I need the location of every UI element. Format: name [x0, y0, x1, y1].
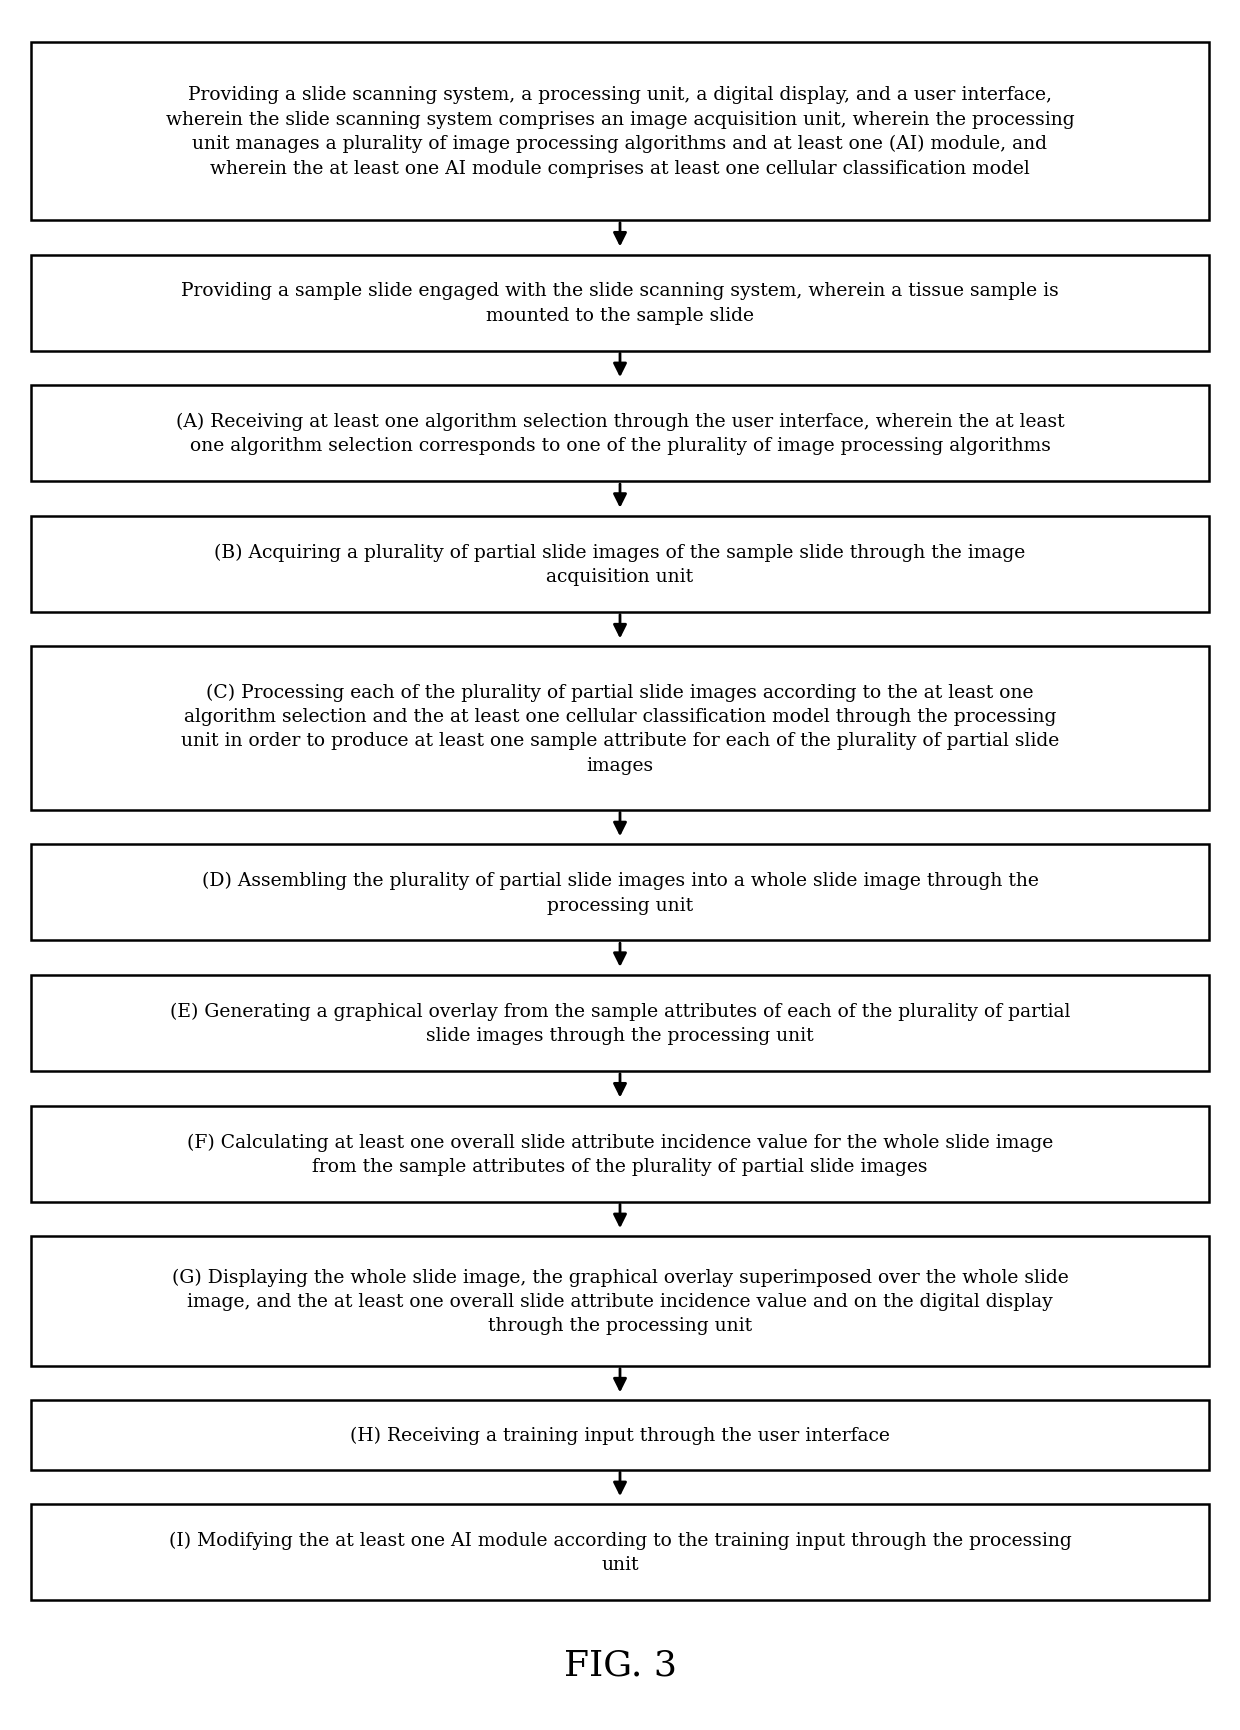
Text: (E) Generating a graphical overlay from the sample attributes of each of the plu: (E) Generating a graphical overlay from …	[170, 1002, 1070, 1045]
Text: Providing a slide scanning system, a processing unit, a digital display, and a u: Providing a slide scanning system, a pro…	[166, 86, 1074, 178]
Text: (H) Receiving a training input through the user interface: (H) Receiving a training input through t…	[350, 1426, 890, 1445]
Bar	[31, 1237, 1209, 1367]
Text: (A) Receiving at least one algorithm selection through the user interface, where: (A) Receiving at least one algorithm sel…	[176, 413, 1064, 455]
Text: (I) Modifying the at least one AI module according to the training input through: (I) Modifying the at least one AI module…	[169, 1531, 1071, 1574]
Text: (D) Assembling the plurality of partial slide images into a whole slide image th: (D) Assembling the plurality of partial …	[202, 872, 1038, 913]
Bar	[31, 517, 1209, 612]
Text: (C) Processing each of the plurality of partial slide images according to the at: (C) Processing each of the plurality of …	[181, 683, 1059, 773]
Bar	[31, 1401, 1209, 1470]
Text: FIG. 3: FIG. 3	[563, 1647, 677, 1682]
Bar	[31, 647, 1209, 810]
Bar	[31, 976, 1209, 1071]
Bar	[31, 386, 1209, 483]
Bar	[31, 43, 1209, 221]
Bar	[31, 256, 1209, 351]
Text: (G) Displaying the whole slide image, the graphical overlay superimposed over th: (G) Displaying the whole slide image, th…	[171, 1268, 1069, 1334]
Text: Providing a sample slide engaged with the slide scanning system, wherein a tissu: Providing a sample slide engaged with th…	[181, 282, 1059, 325]
Text: (F) Calculating at least one overall slide attribute incidence value for the who: (F) Calculating at least one overall sli…	[187, 1133, 1053, 1175]
Bar	[31, 844, 1209, 941]
Bar	[31, 1505, 1209, 1600]
Text: (B) Acquiring a plurality of partial slide images of the sample slide through th: (B) Acquiring a plurality of partial sli…	[215, 543, 1025, 586]
Bar	[31, 1105, 1209, 1202]
